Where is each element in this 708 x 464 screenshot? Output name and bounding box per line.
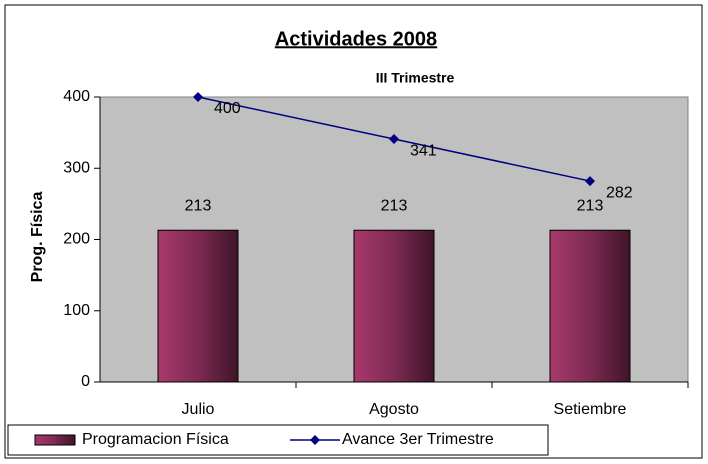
y-tick-label: 100 xyxy=(63,302,90,319)
legend-label: Avance 3er Trimestre xyxy=(342,431,494,448)
line-value-label: 282 xyxy=(606,184,633,201)
line-value-label: 341 xyxy=(410,142,437,159)
bar xyxy=(549,229,631,383)
bar-value-label: 213 xyxy=(577,197,604,214)
chart-subtitle: III Trimestre xyxy=(376,70,455,86)
x-tick-label: Julio xyxy=(182,401,215,418)
legend xyxy=(7,424,549,456)
bar-value-label: 213 xyxy=(185,197,212,214)
bar xyxy=(353,229,435,383)
line-marker xyxy=(193,92,203,102)
x-tick-label: Agosto xyxy=(369,401,419,418)
y-tick-label: 200 xyxy=(63,231,90,248)
line-marker xyxy=(389,134,399,145)
legend-label: Programacion Física xyxy=(82,431,229,448)
bar-value-label: 213 xyxy=(381,197,408,214)
y-axis-label: Prog. Física xyxy=(29,192,46,283)
line-value-label: 400 xyxy=(214,100,241,117)
y-tick-label: 400 xyxy=(63,88,90,105)
line-marker xyxy=(585,176,595,187)
chart-title: Actividades 2008 xyxy=(275,28,437,50)
x-tick-label: Setiembre xyxy=(554,401,627,418)
y-tick-label: 300 xyxy=(63,159,90,176)
y-tick-label: 0 xyxy=(81,373,90,390)
legend-marker xyxy=(310,435,320,445)
legend-swatch xyxy=(34,434,76,446)
bar xyxy=(157,229,239,383)
